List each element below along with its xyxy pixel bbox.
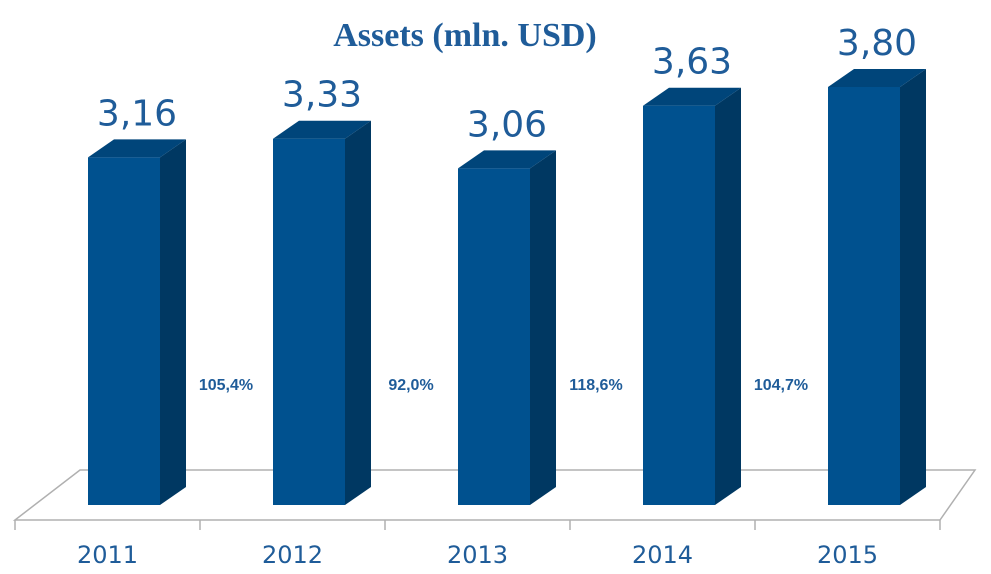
bar [88, 157, 160, 505]
bar-top [273, 120, 371, 139]
bar-side [900, 69, 926, 505]
value-label: 3,16 [97, 93, 177, 134]
bar-top [643, 87, 741, 106]
growth-annotation: 92,0% [388, 377, 433, 394]
value-label: 3,63 [652, 42, 732, 83]
bar [828, 87, 900, 505]
growth-annotation: 105,4% [199, 377, 253, 394]
x-tick-label: 2013 [447, 541, 508, 569]
bar-top [458, 150, 556, 169]
value-label: 3,80 [837, 23, 917, 64]
bar [643, 105, 715, 505]
x-tick-label: 2011 [77, 541, 138, 569]
bar-top [88, 139, 186, 158]
bar-top [828, 69, 926, 87]
x-tick-label: 2012 [262, 541, 323, 569]
bar-side [530, 150, 556, 505]
bar-side [160, 139, 186, 505]
growth-annotation: 118,6% [569, 377, 622, 394]
x-tick-label: 2014 [632, 541, 693, 569]
value-label: 3,33 [282, 75, 362, 116]
bar-side [715, 87, 741, 505]
bar [273, 138, 345, 505]
value-label: 3,06 [467, 104, 547, 145]
x-tick-label: 2015 [817, 541, 878, 569]
bar-side [345, 120, 371, 505]
growth-annotation: 104,7% [754, 377, 808, 394]
bar [458, 168, 530, 505]
chart-title: Assets (mln. USD) [333, 17, 597, 54]
